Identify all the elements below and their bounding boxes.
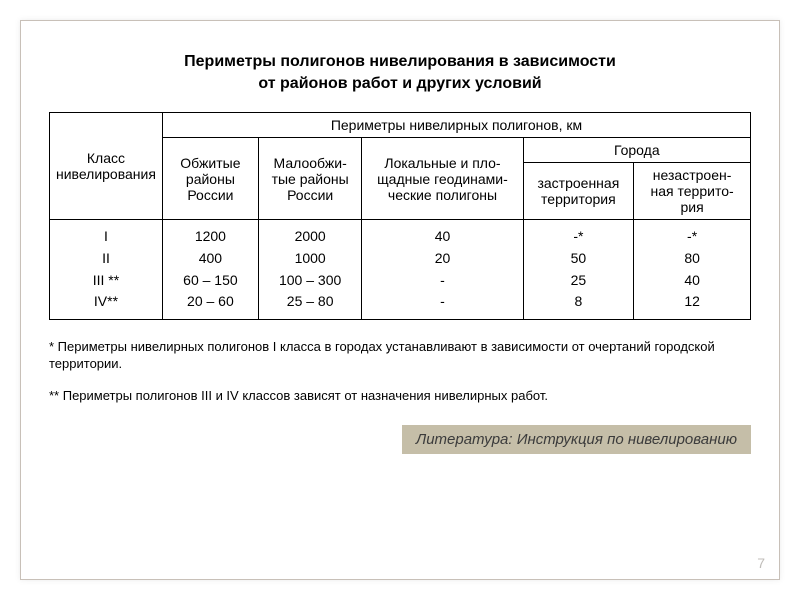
class-3: III ** bbox=[54, 270, 158, 292]
col-built: застроенная территория bbox=[523, 163, 634, 220]
class-2: II bbox=[54, 248, 158, 270]
title-line-1: Периметры полигонов нивелирования в зави… bbox=[184, 53, 616, 70]
footnote-1: * Периметры нивелирных полигонов I класс… bbox=[49, 338, 751, 373]
class-1: I bbox=[54, 226, 158, 248]
col-class: Класс нивелирования bbox=[50, 113, 163, 220]
col-inhabited: Обжитые районы России bbox=[162, 138, 258, 220]
cell-sparse: 2000 1000 100 – 300 25 – 80 bbox=[258, 220, 362, 320]
cell-inhabited: 1200 400 60 – 150 20 – 60 bbox=[162, 220, 258, 320]
footnote-2: ** Периметры полигонов III и IV классов … bbox=[49, 387, 751, 405]
leveling-table: Класс нивелирования Периметры нивелирных… bbox=[49, 112, 751, 320]
cell-local: 40 20 - - bbox=[362, 220, 523, 320]
col-group: Периметры нивелирных полигонов, км bbox=[162, 113, 750, 138]
col-local: Локальные и пло- щадные геодинами- чески… bbox=[362, 138, 523, 220]
table-data-row: I II III ** IV** 1200 400 60 – 150 20 – … bbox=[50, 220, 751, 320]
literature-box: Литература: Инструкция по нивелированию bbox=[402, 425, 751, 454]
col-unbuilt: незастроен- ная террито- рия bbox=[634, 163, 751, 220]
class-4: IV** bbox=[54, 291, 158, 313]
cell-classes: I II III ** IV** bbox=[50, 220, 163, 320]
cell-built: -* 50 25 8 bbox=[523, 220, 634, 320]
cell-unbuilt: -* 80 40 12 bbox=[634, 220, 751, 320]
col-sparse: Малообжи- тые районы России bbox=[258, 138, 362, 220]
table-header-row-1: Класс нивелирования Периметры нивелирных… bbox=[50, 113, 751, 138]
slide-frame: Периметры полигонов нивелирования в зави… bbox=[20, 20, 780, 580]
page-number: 7 bbox=[757, 555, 765, 571]
slide-title: Периметры полигонов нивелирования в зави… bbox=[49, 51, 751, 94]
title-line-2: от районов работ и других условий bbox=[258, 75, 541, 92]
col-cities: Города bbox=[523, 138, 750, 163]
